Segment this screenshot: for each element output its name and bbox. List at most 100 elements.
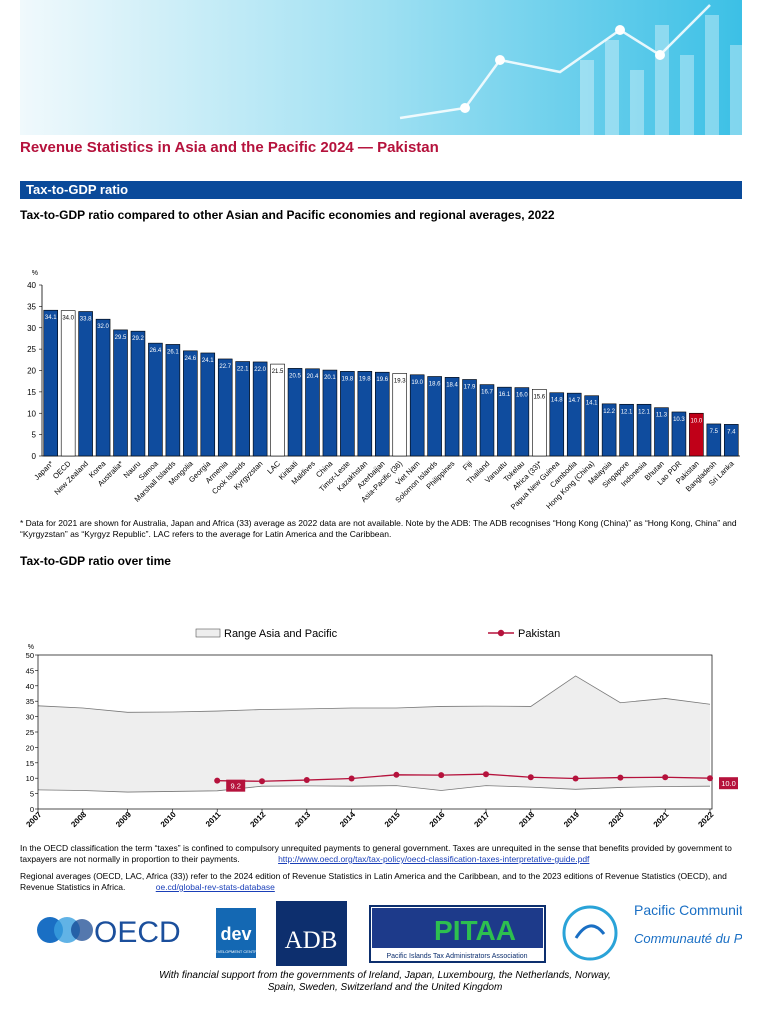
x-tick-label: 2013 xyxy=(293,810,312,829)
range-edge xyxy=(37,675,711,713)
note: In the OECD classification the term “tax… xyxy=(20,843,740,865)
bar xyxy=(409,374,425,457)
dev-logo: dev DEVELOPMENT CENTRE xyxy=(212,908,260,958)
value-label-box xyxy=(719,777,738,790)
x-tick-label: 2010 xyxy=(159,810,178,829)
bar xyxy=(392,373,408,457)
y-tick-label: 30 xyxy=(26,713,34,722)
note-text: In the OECD classification the term “tax… xyxy=(20,843,732,864)
x-tick-label: 2019 xyxy=(562,810,581,829)
x-tick-label: 2009 xyxy=(114,810,133,829)
note: Regional averages (OECD, LAC, Africa (33… xyxy=(20,871,740,893)
value-label: 18.6 xyxy=(429,381,441,387)
bar xyxy=(444,377,460,457)
value-label: 24.6 xyxy=(184,356,196,362)
bar xyxy=(95,318,111,457)
pitaa-logo: PITAA Pacific Islands Tax Administrators… xyxy=(369,905,546,963)
point xyxy=(572,775,579,782)
point xyxy=(393,771,400,778)
x-tick-label: Japan* xyxy=(32,459,55,482)
y-tick-label: 45 xyxy=(26,666,34,675)
x-tick-label: 2018 xyxy=(517,810,536,829)
legend-label: Pakistan xyxy=(518,628,560,640)
x-tick-label: 2007 xyxy=(24,810,43,829)
y-tick-label: 25 xyxy=(27,345,36,354)
range-edge xyxy=(37,785,711,793)
logo-text: dev xyxy=(220,924,251,944)
bar xyxy=(200,352,216,457)
value-label: 22.1 xyxy=(237,367,249,373)
bar xyxy=(584,395,599,457)
oecd-logo: OECD xyxy=(37,916,181,949)
bar xyxy=(514,387,530,457)
bar xyxy=(549,392,565,457)
y-tick-label: 35 xyxy=(27,302,36,311)
bar xyxy=(479,384,495,457)
value-label: 14.8 xyxy=(551,398,563,404)
value-label: 15.6 xyxy=(533,394,545,400)
point xyxy=(348,775,355,782)
value-label: 20.4 xyxy=(307,374,319,380)
link[interactable]: http://www.oecd.org/tax/tax-policy/oecd-… xyxy=(278,854,590,864)
value-label: 7.5 xyxy=(710,429,719,435)
point xyxy=(662,774,669,781)
logo-text: ADB xyxy=(285,927,338,954)
value-label: 10.0 xyxy=(691,418,703,424)
line xyxy=(217,773,711,782)
y-tick-label: 30 xyxy=(27,324,36,333)
bar xyxy=(60,310,76,457)
legend-swatch xyxy=(497,629,505,637)
value-label: 26.4 xyxy=(150,348,162,354)
bar xyxy=(113,329,128,457)
bar xyxy=(636,403,652,457)
y-tick-label: 5 xyxy=(32,431,37,440)
bar xyxy=(183,350,198,457)
value-label: 19.0 xyxy=(411,380,423,386)
y-tick-label: 5 xyxy=(30,790,34,799)
bar xyxy=(235,361,250,457)
value-label: 32.0 xyxy=(97,324,109,330)
section-heading: Tax-to-GDP ratio xyxy=(20,181,742,199)
bar xyxy=(654,407,669,457)
footnote: * Data for 2021 are shown for Australia,… xyxy=(20,518,737,539)
value-label: 16.0 xyxy=(516,393,528,399)
y-tick-label: 20 xyxy=(26,743,34,752)
value-label: 10.3 xyxy=(673,417,685,423)
point xyxy=(438,772,445,779)
point xyxy=(303,777,310,784)
x-tick-label: 2021 xyxy=(652,810,671,829)
x-tick-label: 2012 xyxy=(248,810,267,829)
y-tick-label: 0 xyxy=(32,452,37,461)
value-label: 7.4 xyxy=(727,429,736,435)
logo-text: Pacific Islands Tax Administrators Assoc… xyxy=(386,953,527,960)
point xyxy=(483,771,489,778)
legend-label: Range Asia and Pacific xyxy=(224,628,338,640)
line-chart: %Range Asia and Pacific Pakistan051015202… xyxy=(24,628,738,829)
bar xyxy=(566,392,582,457)
bar xyxy=(217,358,233,457)
x-tick-label: 2017 xyxy=(472,810,491,829)
bar xyxy=(322,369,338,457)
bar xyxy=(130,330,146,457)
value-label: 24.1 xyxy=(202,358,214,364)
x-tick-label: Fiji xyxy=(461,459,474,472)
value-label: 18.4 xyxy=(446,382,458,388)
logo-text: Pacific Community xyxy=(634,902,742,918)
value-label: 16.7 xyxy=(481,390,493,396)
x-tick-label: 2008 xyxy=(69,810,88,829)
x-tick-label: 2020 xyxy=(607,810,626,829)
link[interactable]: oe.cd/global-rev-stats-database xyxy=(155,882,275,892)
point xyxy=(259,778,265,785)
support-text: With financial support from the governme… xyxy=(159,970,611,993)
y-tick-label: 0 xyxy=(30,805,34,814)
value-label: 16.1 xyxy=(499,392,511,398)
value-label: 29.2 xyxy=(132,336,144,342)
value-label: 34.1 xyxy=(45,315,57,321)
bar xyxy=(252,361,268,457)
value-label: 22.0 xyxy=(254,367,266,373)
x-tick-label: 2015 xyxy=(383,810,402,829)
y-tick-label: 50 xyxy=(26,651,34,660)
bar xyxy=(165,344,181,457)
range-area xyxy=(38,675,710,793)
